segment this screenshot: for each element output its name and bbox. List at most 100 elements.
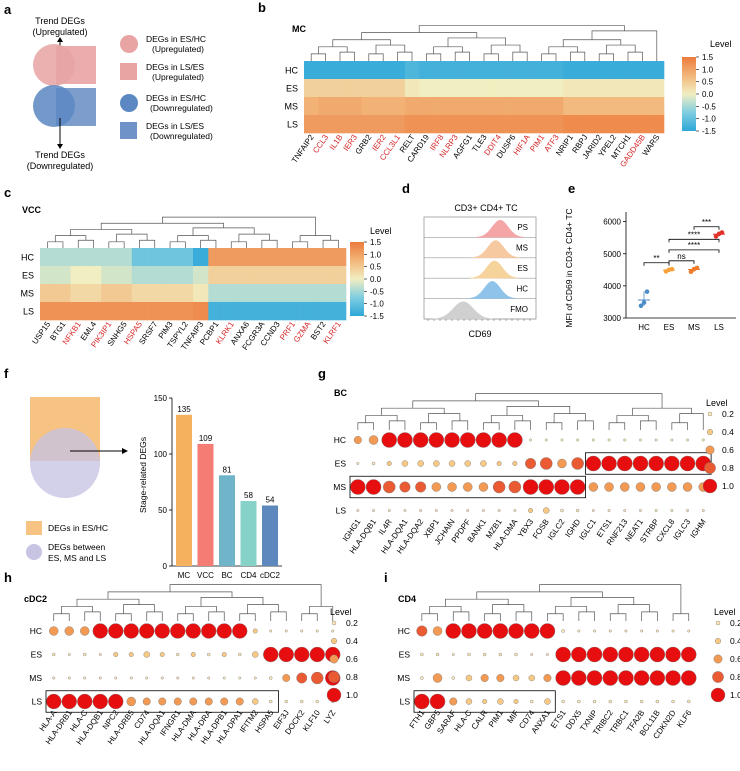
dot: [671, 699, 675, 704]
dot: [496, 674, 505, 682]
dot: [476, 623, 493, 639]
panel-letter-d: d: [402, 181, 410, 196]
heatmap-cell: [85, 284, 102, 303]
row-label: MS: [333, 482, 346, 492]
heatmap-cell: [116, 266, 133, 285]
dot: [508, 480, 522, 494]
colorbar-tick-label: 0.5: [702, 78, 714, 87]
dot: [618, 670, 634, 686]
dendrogram-branch: [208, 611, 225, 621]
colorbar-tick-label: 0.0: [702, 90, 714, 99]
heatmap-cell: [520, 61, 535, 80]
dot: [561, 629, 565, 633]
heatmap-cell: [404, 97, 420, 116]
dot: [311, 671, 324, 685]
dot: [269, 699, 273, 704]
heatmap-cell: [40, 266, 56, 285]
dot: [608, 629, 612, 633]
heatmap-cell: [534, 115, 550, 134]
heatmap-cell: [70, 284, 87, 303]
heatmap-cell: [193, 266, 209, 285]
dot: [514, 652, 518, 657]
heatmap-cell: [330, 302, 347, 321]
dendrogram-branch: [310, 53, 326, 61]
heatmap-cell: [520, 115, 535, 134]
dot: [460, 432, 476, 448]
dot: [648, 455, 664, 472]
heatmap-cell: [448, 97, 463, 116]
heatmap-cell: [162, 266, 178, 285]
heatmap-cell: [40, 284, 56, 303]
trend-up-line2: (Upregulated): [32, 27, 87, 37]
dot: [350, 479, 366, 495]
dendrogram-branch: [539, 584, 682, 614]
legend-square-icon: [26, 521, 42, 535]
heatmap-cell: [208, 302, 224, 321]
y-axis-label: Stage-related DEGs: [138, 437, 148, 513]
dot: [204, 697, 213, 706]
dot: [414, 693, 430, 710]
dot: [64, 626, 74, 636]
dot: [624, 699, 628, 704]
legend-dot: [707, 429, 714, 436]
row-label: ES: [335, 459, 347, 469]
highlight-box: [413, 690, 556, 713]
dendrogram-branch: [514, 420, 531, 430]
legend-value-label: 0.4: [346, 636, 358, 646]
dot-plot: HCESMSLSIGHG1HLA-DQB1IL4RHLA-DQA1HLA-DQA…: [333, 393, 734, 555]
heatmap-cell: [563, 79, 578, 98]
dot: [651, 482, 661, 492]
dendrogram-branch: [270, 611, 287, 621]
dendrogram-branch: [515, 611, 533, 621]
heatmap-cell: [177, 266, 194, 285]
dot: [428, 432, 445, 448]
dendrogram-branch: [70, 229, 133, 236]
heatmap-cell: [55, 302, 71, 321]
dendrogram-branch: [545, 422, 563, 430]
data-point: [719, 230, 725, 235]
track-label: HC: [516, 284, 528, 293]
panel-title: cDC2: [24, 594, 47, 604]
colorbar-tick-label: -1.5: [702, 127, 716, 136]
row-label: HC: [30, 626, 42, 636]
dot: [143, 651, 150, 658]
dendrogram-branch: [616, 415, 649, 423]
dot: [92, 693, 108, 710]
dendrogram-branch: [608, 422, 626, 430]
dendrogram-branch: [123, 604, 155, 614]
dendrogram-branch: [115, 613, 132, 621]
dot: [142, 697, 151, 706]
heatmap-cell: [304, 61, 319, 80]
legend-dot: [326, 687, 342, 703]
dot: [491, 432, 507, 448]
heatmap-cell: [505, 79, 521, 98]
dendrogram-branch: [598, 53, 614, 61]
dot: [387, 509, 391, 512]
colorbar: [350, 242, 364, 316]
dot: [508, 623, 524, 639]
data-point: [669, 266, 675, 272]
legend-label: (Upregulated): [152, 72, 204, 82]
dendrogram-branch: [309, 606, 334, 621]
track-label: PS: [517, 223, 528, 232]
legend-value-label: 0.6: [730, 654, 740, 664]
heatmap-cell: [620, 61, 636, 80]
dot: [654, 438, 658, 442]
row-label: HC: [334, 435, 346, 445]
legend-label: DEGs in LS/ES: [146, 121, 204, 131]
dot: [633, 670, 650, 686]
dot: [670, 509, 674, 512]
dot: [284, 699, 288, 704]
dendrogram-branch: [169, 584, 322, 607]
dot: [478, 482, 489, 492]
trend-down-arrowhead: [57, 144, 63, 149]
heatmap-cell: [304, 79, 319, 98]
heatmap-cell: [254, 266, 270, 285]
panel-c: VCC HC ES MS LS USP15BTG1NFKB1EML4PIK3IP1SN…: [21, 205, 392, 352]
panel-letter-a: a: [4, 2, 12, 17]
row-label: LS: [400, 697, 411, 707]
legend-value-label: 0.2: [346, 618, 358, 628]
heatmap-cell: [390, 97, 406, 116]
heatmap-cell: [40, 248, 56, 267]
heatmap-cell: [85, 302, 102, 321]
